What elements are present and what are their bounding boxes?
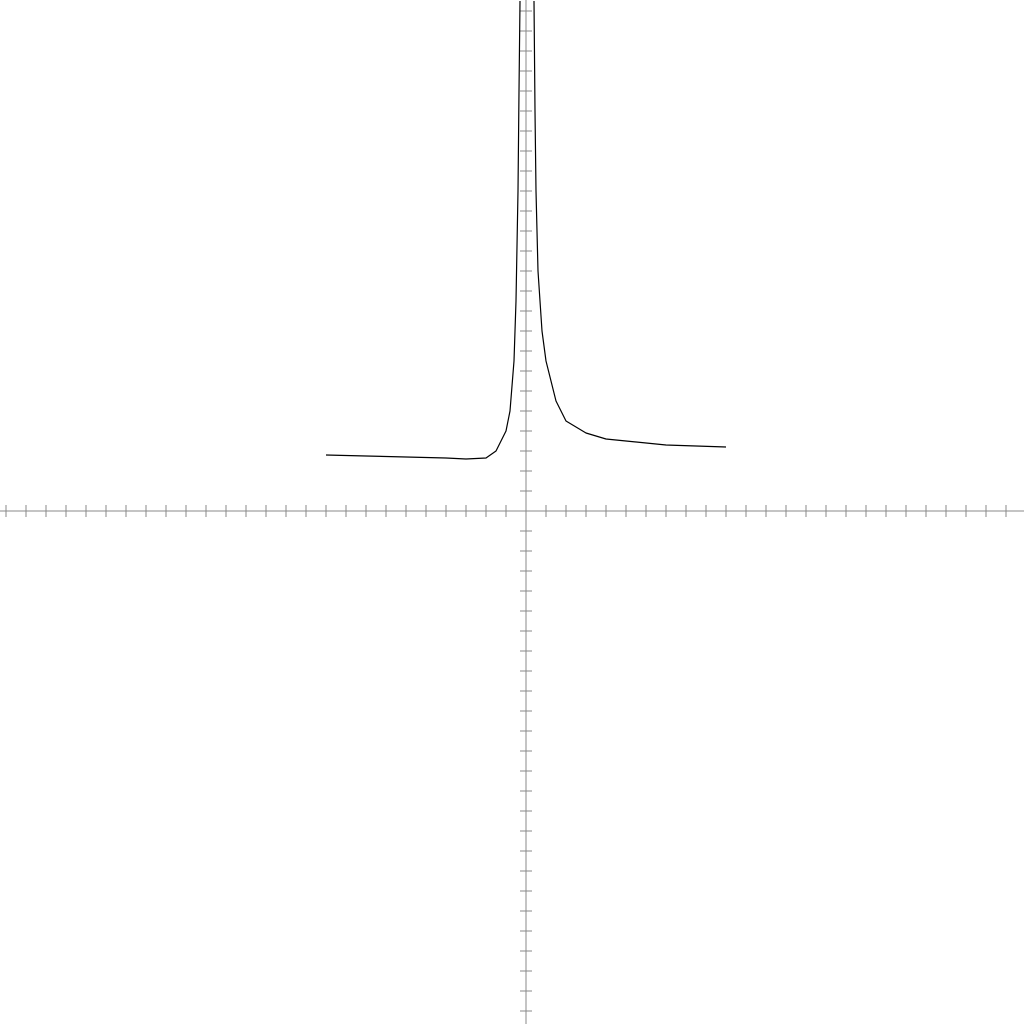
- curve: [325, 0, 727, 460]
